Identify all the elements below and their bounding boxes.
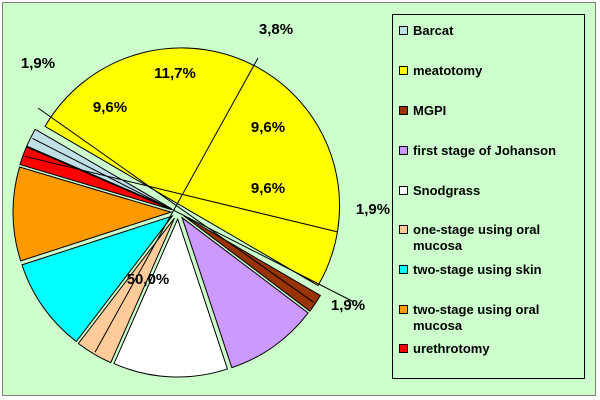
legend-label: two-stage using skin <box>413 262 583 278</box>
pie-slices <box>13 48 340 377</box>
data-label: 1,9% <box>21 55 55 72</box>
data-label: 9,6% <box>251 119 285 136</box>
legend-item: Snodgrass <box>399 183 583 199</box>
legend-swatch <box>399 344 408 353</box>
data-label: 9,6% <box>251 180 285 197</box>
legend: Barcat meatotomy MGPI first stage of Johans… <box>392 14 585 379</box>
legend-item: meatotomy <box>399 63 583 79</box>
legend-item: first stage of Johanson <box>399 143 583 159</box>
legend-label: meatotomy <box>413 63 583 79</box>
legend-label: Barcat <box>413 23 583 39</box>
legend-item: two-stage using oral mucosa <box>399 302 583 334</box>
data-label: 1,9% <box>331 297 365 314</box>
legend-label: Snodgrass <box>413 183 583 199</box>
data-label: 50,0% <box>127 271 170 288</box>
legend-item: MGPI <box>399 103 583 119</box>
legend-label: first stage of Johanson <box>413 143 583 159</box>
legend-item: urethrotomy <box>399 341 583 357</box>
legend-item: one-stage using oral mucosa <box>399 222 583 254</box>
data-label: 3,8% <box>259 21 293 38</box>
legend-label: two-stage using oral mucosa <box>413 302 583 334</box>
legend-label: urethrotomy <box>413 341 583 357</box>
legend-label: MGPI <box>413 103 583 119</box>
legend-swatch <box>399 26 408 35</box>
data-label: 11,7% <box>154 65 196 82</box>
data-label: 9,6% <box>93 99 127 116</box>
legend-swatch <box>399 146 408 155</box>
data-label: 1,9% <box>356 201 390 218</box>
legend-swatch <box>399 305 408 314</box>
legend-item: Barcat <box>399 23 583 39</box>
legend-swatch <box>399 186 408 195</box>
legend-swatch <box>399 225 408 234</box>
legend-swatch <box>399 265 408 274</box>
legend-item: two-stage using skin <box>399 262 583 278</box>
legend-swatch <box>399 66 408 75</box>
legend-label: one-stage using oral mucosa <box>413 222 583 254</box>
legend-swatch <box>399 106 408 115</box>
